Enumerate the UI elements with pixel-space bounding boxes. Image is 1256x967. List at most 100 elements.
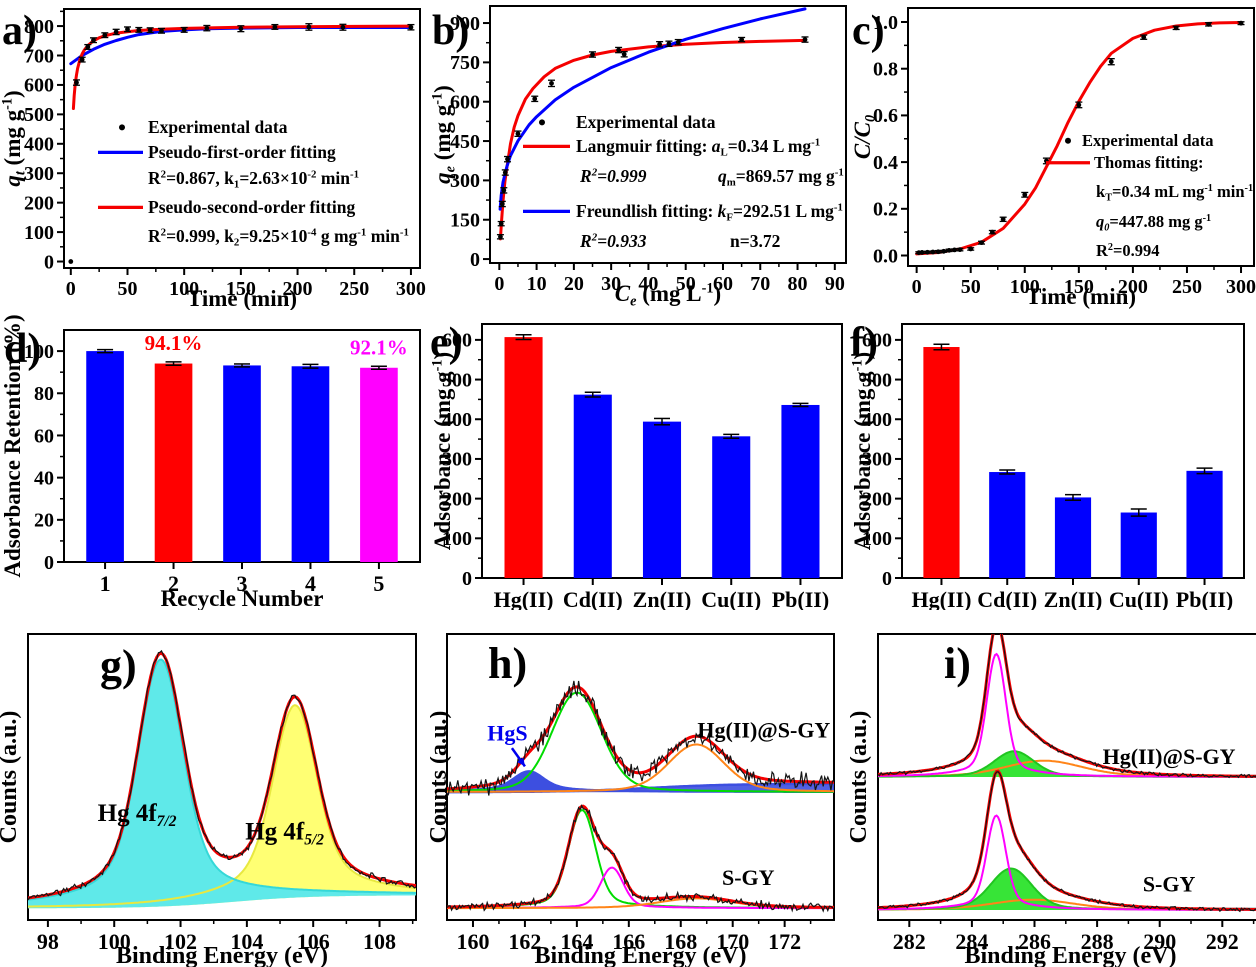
category-label: Hg(II)	[912, 587, 972, 610]
C1s-S-GY	[878, 769, 1256, 913]
experimental-data	[68, 23, 415, 264]
pseudo-second-order-fit	[71, 24, 413, 110]
panel-i: 282 284 286 288 290 292 Binding Energy (eV) Cou…	[850, 610, 1256, 967]
legend-entry: Pseudo-second-order fitting	[148, 197, 355, 217]
x-tick-label: 168	[664, 929, 697, 954]
y-tick-label: 450	[450, 131, 480, 153]
category-label: Cu(II)	[1109, 587, 1169, 610]
bar-Cd(II)	[989, 472, 1026, 578]
x-tick-label: 50	[676, 273, 696, 295]
y-tick-label: 100	[862, 528, 892, 550]
panel-letter: h)	[488, 639, 527, 688]
y-axis-title: C/C0	[850, 115, 879, 159]
legend-entry: kT=0.34 mL mg-1 min-1	[1096, 182, 1253, 203]
panel-f-chart: 0 100 200 300 400 500 600 Hg(II) Cd(II) Zn(II) Cu(…	[850, 320, 1245, 610]
legend-entry: q0=447.88 mg g-1	[1096, 212, 1211, 233]
envelope-fit	[447, 804, 834, 909]
bars	[504, 333, 820, 578]
category-label: Hg(II)	[494, 587, 554, 610]
spectra	[878, 634, 1256, 913]
legend-entry: Freundlish fitting: kF=292.51 L mg-1	[576, 201, 843, 224]
bar-3	[223, 365, 261, 562]
axes: 0 50 100 150 200 250 300 0.0 0.2 0.4 0.6 0.8 1.0	[873, 7, 1256, 298]
spectrum-label: HgS	[487, 721, 527, 746]
y-tick-label: 750	[450, 52, 480, 74]
panel-i-chart: 282 284 286 288 290 292 Binding Energy (eV) Cou…	[850, 633, 1256, 967]
x-tick-label: 100	[169, 278, 199, 300]
panel-b: 0 10 20 30 40 50 60 70 80 90 0 150 300 450 600 750 900 Ce…	[430, 0, 850, 310]
legend: Experimental data Langmuir fitting: aL=0.…	[523, 112, 844, 251]
y-tick-label: 1.0	[873, 12, 898, 34]
y-tick-label: 0	[470, 249, 480, 271]
axes: 98 100 102 104 106 108	[27, 633, 417, 954]
x-tick-label: 98	[37, 929, 59, 954]
bar-1	[86, 351, 124, 562]
panel-letter: g)	[100, 641, 137, 690]
spectrum-label: Hg 4f5/2	[245, 818, 324, 848]
envelope-fit	[878, 769, 1256, 911]
legend-entry: n=3.72	[730, 231, 780, 251]
panel-letter: f)	[850, 320, 878, 366]
x-tick-label: 108	[363, 929, 396, 954]
panel-letter: d)	[4, 326, 41, 372]
envelope-fit	[28, 651, 416, 900]
y-tick-label: 80	[34, 383, 54, 405]
x-tick-label: 288	[1081, 929, 1114, 954]
component-S2p3/2	[447, 809, 834, 909]
y-tick-label: 500	[24, 104, 54, 126]
x-tick-label: 0	[494, 273, 504, 295]
x-tick-label: 20	[564, 273, 584, 295]
x-tick-label: 70	[750, 273, 770, 295]
x-tick-label: 300	[1226, 276, 1256, 298]
component-Hg-4f7/2	[28, 658, 416, 901]
x-tick-label: 170	[716, 929, 749, 954]
x-axis-title: Binding Energy (eV)	[534, 943, 746, 967]
category-label: Pb(II)	[772, 587, 829, 610]
legend: Experimental data Pseudo-first-order fitt…	[98, 117, 409, 249]
y-tick-label: 100	[442, 528, 472, 550]
legend-entry: R2=0.999	[579, 166, 647, 186]
y-tick-label: 0.0	[873, 245, 898, 267]
y-axis-title: Adsorbance Retention (%)	[0, 314, 25, 577]
x-tick-label: 150	[226, 278, 256, 300]
spectrum-label: Hg(II)@S-GY	[697, 718, 830, 743]
x-tick-label: 162	[508, 929, 541, 954]
y-tick-label: 60	[34, 425, 54, 447]
x-tick-label: 100	[1010, 276, 1040, 298]
legend-entry: qm=869.57 mg g-1	[718, 166, 844, 189]
spectra	[28, 649, 416, 909]
y-tick-label: 0	[882, 568, 892, 590]
x-tick-label: 282	[893, 929, 926, 954]
y-axis-title: Adsorbance (mg g-1)	[430, 352, 455, 550]
x-tick-label: 50	[961, 276, 981, 298]
y-tick-label: 0	[44, 251, 54, 273]
x-tick-label: 80	[788, 273, 808, 295]
y-tick-label: 500	[442, 369, 472, 391]
panel-c: 0 50 100 150 200 250 300 0.0 0.2 0.4 0.6 0.8 1.0 Time…	[850, 0, 1256, 310]
panel-g-chart: 98 100 102 104 106 108 Binding Energy (eV) Coun…	[0, 633, 417, 967]
category-label: Cd(II)	[563, 587, 623, 610]
bar-Hg(II)	[504, 337, 543, 578]
y-tick-label: 0	[44, 552, 54, 574]
y-tick-label: 700	[24, 45, 54, 67]
x-tick-label: 40	[638, 273, 658, 295]
y-tick-label: 600	[24, 75, 54, 97]
y-tick-label: 150	[450, 210, 480, 232]
panel-e-chart: 0 100 200 300 400 500 600 Hg(II) Cd(II) Zn(II) Cu(…	[430, 320, 843, 610]
category-label: 1	[100, 571, 111, 596]
panel-h-chart: 160 162 164 166 168 170 172 Binding Energy (eV)…	[430, 633, 835, 967]
bar-value-label: 92.1%	[350, 335, 408, 359]
y-tick-label: 300	[24, 163, 54, 185]
spectrum-label: Hg(II)@S-GY	[1103, 744, 1236, 769]
panel-c-chart: 0 50 100 150 200 250 300 0.0 0.2 0.4 0.6 0.8 1.0 Time…	[850, 7, 1256, 309]
bar-Zn(II)	[642, 421, 682, 578]
bar-4	[291, 366, 330, 562]
panel-letter: i)	[944, 639, 971, 688]
y-tick-label: 500	[862, 369, 892, 391]
y-tick-label: 400	[24, 134, 54, 156]
y-axis-title: Counts (a.u.)	[430, 711, 452, 844]
axes: 160 162 164 166 168 170 172	[446, 633, 835, 954]
panel-letter: e)	[430, 320, 463, 366]
panel-letter: b)	[432, 8, 469, 54]
